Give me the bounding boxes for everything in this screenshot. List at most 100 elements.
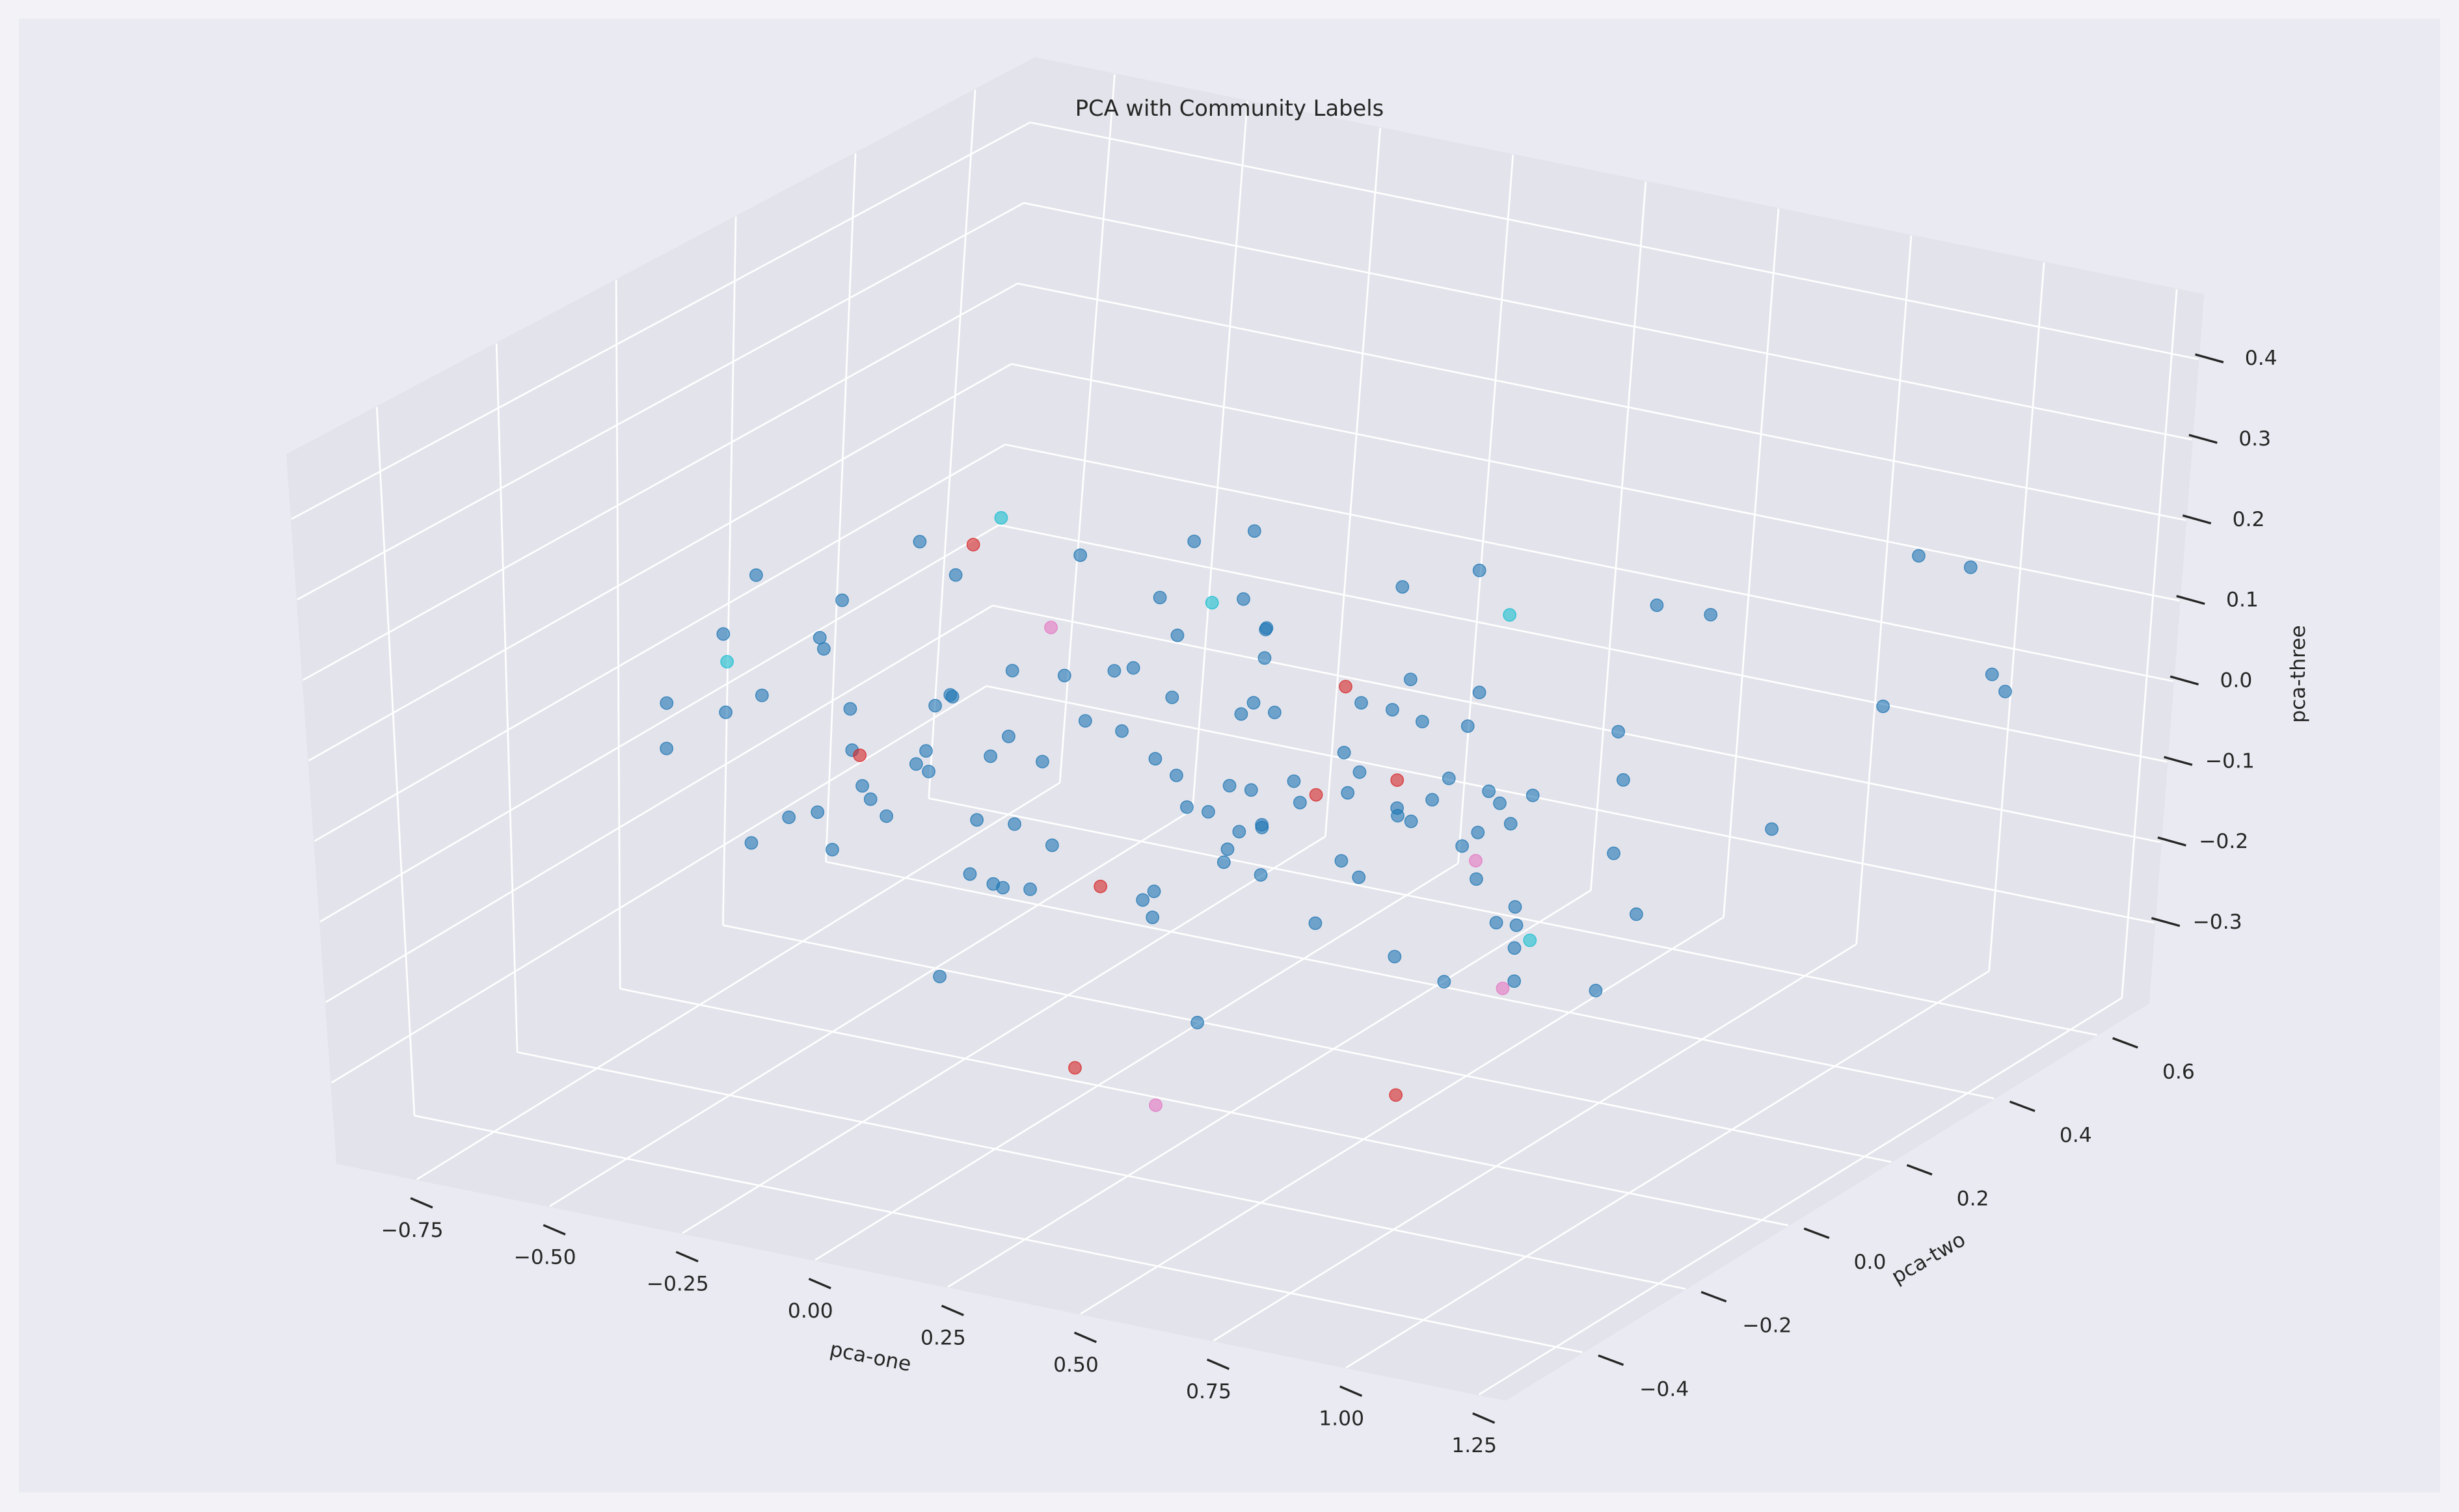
grid-line	[1723, 208, 1780, 918]
point	[744, 836, 759, 850]
point	[909, 757, 923, 771]
grid-line	[615, 280, 621, 989]
point	[1611, 724, 1626, 739]
point	[1234, 707, 1248, 721]
x-tick-label: −0.25	[647, 1273, 709, 1296]
tick-mark	[1073, 1331, 1097, 1344]
grid-line	[314, 444, 1006, 842]
point	[1404, 814, 1418, 829]
point	[1339, 680, 1352, 694]
grid-line	[1080, 916, 1725, 1315]
grid-line	[291, 122, 1031, 520]
grid-line	[722, 217, 737, 925]
grid-line	[986, 685, 2155, 924]
point	[835, 593, 849, 607]
y-tick-label: −0.2	[1742, 1314, 1792, 1338]
tick-mark	[2176, 594, 2205, 605]
point	[716, 627, 731, 641]
point	[1153, 590, 1167, 605]
point	[963, 867, 977, 881]
tick-mark	[808, 1277, 831, 1290]
point	[749, 568, 763, 582]
tick-mark	[1906, 1163, 1933, 1176]
point	[984, 749, 997, 763]
point	[994, 511, 1008, 525]
point	[1126, 661, 1140, 675]
point	[1259, 622, 1272, 637]
grid-line	[308, 363, 1012, 762]
point	[1170, 768, 1183, 782]
point	[1704, 607, 1718, 622]
point	[948, 568, 963, 582]
point	[1268, 706, 1282, 719]
point	[1216, 855, 1231, 869]
tick-mark	[2009, 1100, 2036, 1113]
grid-line	[1324, 127, 1382, 837]
point	[1255, 821, 1269, 834]
point	[1115, 724, 1129, 738]
point	[1442, 771, 1456, 786]
point	[1073, 548, 1088, 563]
z-tick-label: −0.2	[2199, 830, 2248, 853]
tick-mark	[1598, 1354, 1624, 1366]
point	[1472, 685, 1486, 700]
point	[1523, 933, 1537, 948]
point	[1008, 817, 1021, 831]
point	[1395, 580, 1410, 594]
z-tick-label: 0.1	[2226, 589, 2259, 612]
grid-line	[1457, 154, 1514, 864]
grid-line	[325, 605, 993, 1003]
z-tick-label: 0.2	[2233, 508, 2265, 531]
point	[1493, 796, 1507, 810]
point	[1386, 702, 1399, 717]
grid-line	[928, 89, 976, 799]
grid-line	[1023, 202, 2192, 441]
tick-mark	[2188, 434, 2218, 444]
x-tick-label: −0.75	[381, 1219, 444, 1242]
tick-mark	[2164, 756, 2193, 766]
point	[1045, 838, 1059, 853]
x-tick-label: 0.00	[788, 1299, 833, 1323]
z-axis-label: pca-three	[2287, 625, 2310, 723]
point	[1237, 592, 1250, 606]
grid-line	[928, 797, 2097, 1036]
point	[660, 741, 673, 756]
tick-mark	[1472, 1412, 1496, 1424]
point	[1765, 822, 1779, 836]
tick-mark	[2151, 917, 2181, 927]
point	[1390, 801, 1404, 815]
z-tick-label: 0.3	[2238, 427, 2271, 451]
point	[1425, 793, 1439, 807]
point	[863, 792, 878, 806]
chart-title: PCA with Community Labels	[1075, 96, 1384, 121]
point	[1437, 975, 1451, 988]
grid-line	[947, 889, 1592, 1288]
point	[1589, 983, 1603, 998]
point	[855, 779, 869, 793]
point	[1287, 774, 1301, 788]
point	[1617, 773, 1630, 787]
point	[1507, 974, 1522, 988]
point	[1607, 846, 1620, 860]
point	[1455, 839, 1469, 853]
point	[811, 805, 825, 819]
point	[1165, 690, 1179, 704]
point	[1309, 788, 1323, 802]
point	[1507, 941, 1522, 955]
y-tick-label: 0.0	[1854, 1251, 1887, 1274]
back-pane	[979, 57, 2205, 1005]
grid-line	[416, 782, 1060, 1180]
point	[919, 744, 933, 758]
y-tick-label: 0.4	[2060, 1124, 2092, 1147]
tick-mark	[410, 1197, 433, 1209]
point	[1107, 664, 1122, 678]
grid-line	[1030, 121, 2199, 360]
point	[1509, 918, 1524, 933]
tick-mark	[2195, 353, 2224, 364]
point	[1002, 730, 1015, 743]
x-tick-label: 1.25	[1451, 1434, 1497, 1457]
point	[660, 696, 674, 710]
tick-mark	[543, 1224, 566, 1236]
point	[1202, 804, 1215, 819]
grid-line	[1017, 282, 2186, 522]
